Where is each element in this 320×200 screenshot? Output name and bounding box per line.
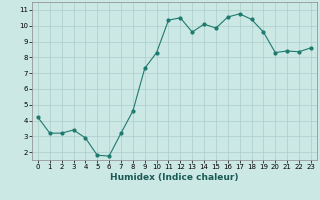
X-axis label: Humidex (Indice chaleur): Humidex (Indice chaleur) (110, 173, 239, 182)
